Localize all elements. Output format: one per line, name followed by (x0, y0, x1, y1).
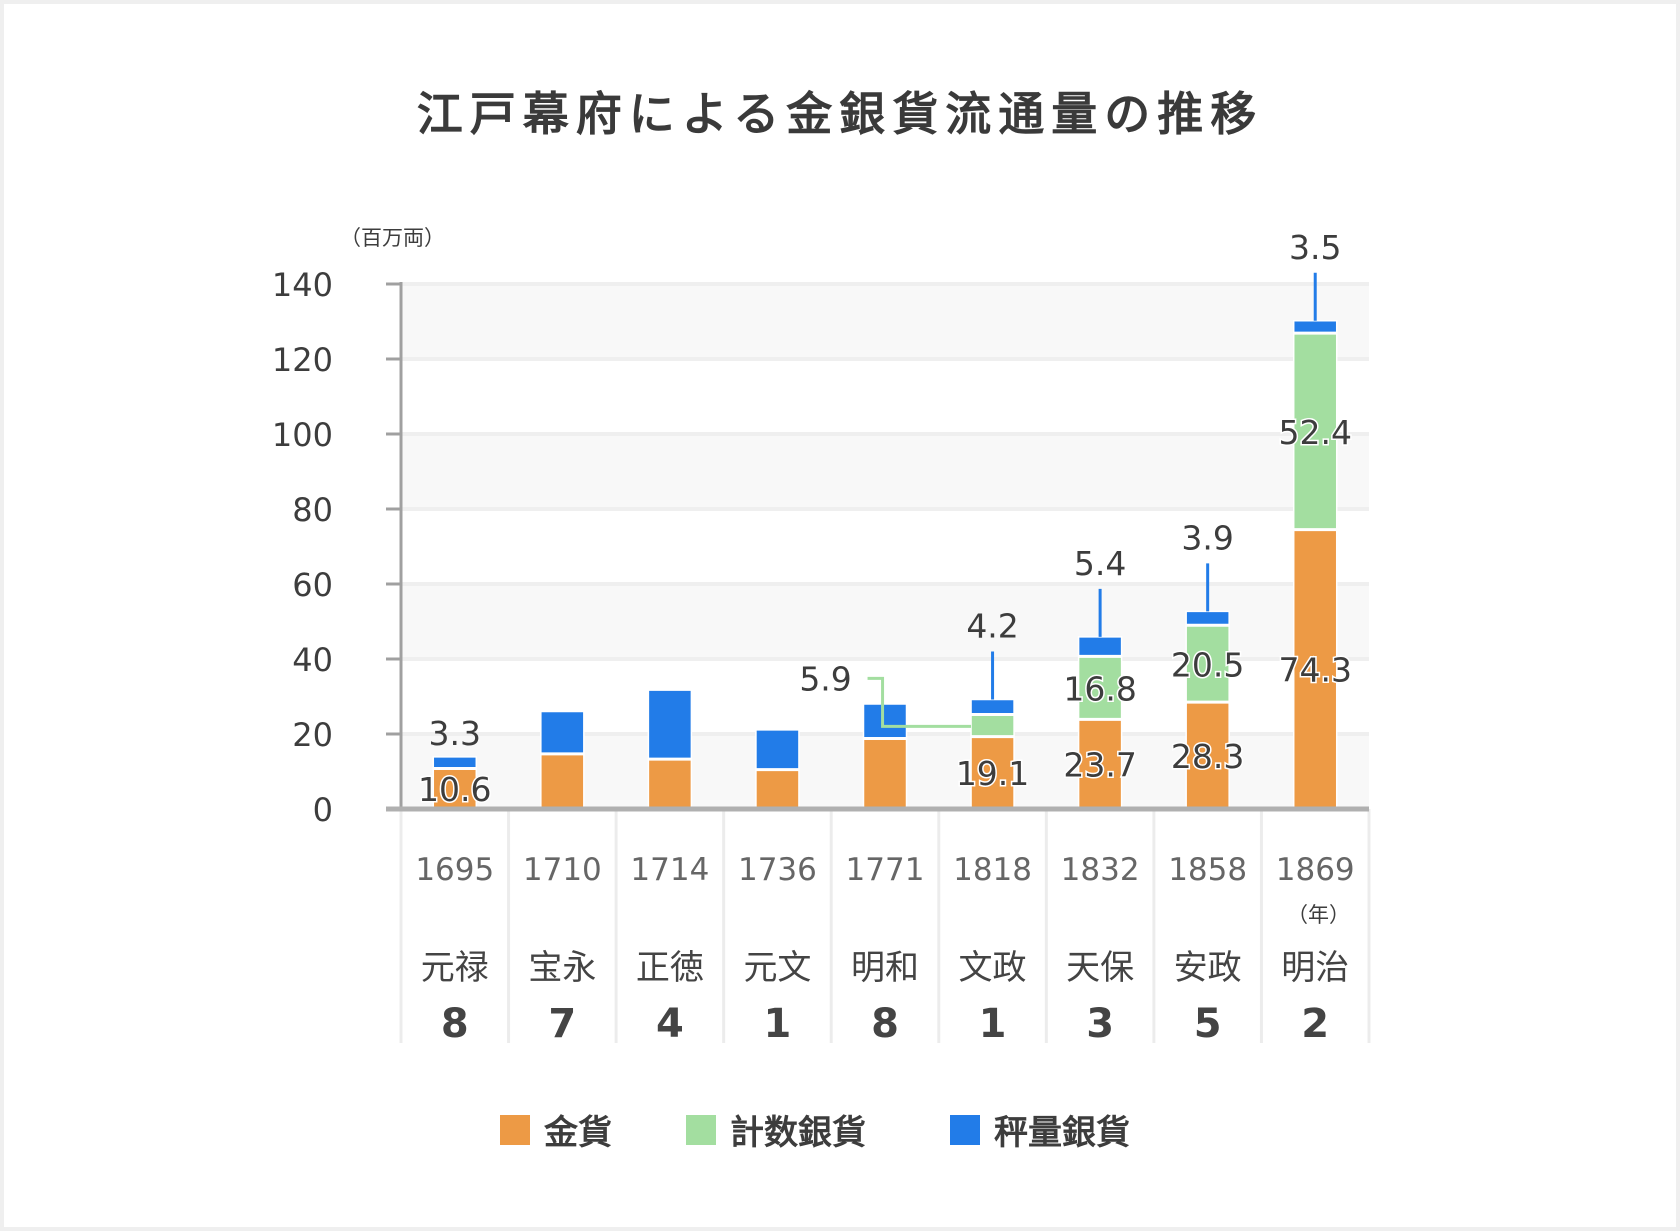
bar-segment-hyoryo-silver (970, 698, 1015, 715)
bar-segment-gold (755, 769, 800, 809)
bar-segment-keisu-silver (1185, 625, 1230, 703)
y-tick-label: 20 (292, 716, 333, 754)
legend-label: 計数銀貨 (730, 1113, 866, 1153)
callout-line (867, 676, 972, 728)
era-year-label: 3 (1086, 1001, 1114, 1047)
x-tick-label: 1736 (738, 852, 817, 888)
bar-segment-hyoryo-silver (540, 710, 585, 754)
y-axis-unit-label: （百万両） (340, 226, 445, 250)
x-tick-label: 1869 (1276, 852, 1355, 888)
bar-segment-keisu-silver (1292, 333, 1338, 530)
bar-segment-hyoryo-silver (1292, 320, 1338, 334)
data-label-gold: 74.3 (1278, 651, 1351, 690)
bar-segment-gold (862, 738, 908, 809)
y-tick-label: 0 (313, 791, 333, 829)
data-label-keisu-silver: 16.8 (1063, 670, 1136, 709)
y-tick-label: 60 (292, 566, 333, 604)
era-year-label: 2 (1301, 1001, 1329, 1047)
y-tick-label: 100 (272, 416, 333, 454)
bar-segment-hyoryo-silver (862, 703, 908, 739)
era-year-label: 7 (548, 1001, 576, 1047)
bar-segment-gold (540, 753, 585, 809)
x-tick-label: 1695 (415, 852, 494, 888)
bar-segment-hyoryo-silver (432, 756, 478, 769)
x-tick-label: 1858 (1168, 852, 1247, 888)
legend: 金貨 計数銀貨 秤量銀貨 (0, 1105, 1680, 1155)
data-label-keisu-silver: 20.5 (1171, 645, 1244, 684)
era-name-label: 文政 (959, 948, 1027, 988)
chart-title: 江戸幕府による金銀貨流通量の推移 (416, 87, 1264, 141)
era-name-label: 正徳 (636, 948, 704, 988)
x-tick-label: 1771 (846, 852, 925, 888)
era-name-label: 元禄 (421, 948, 489, 988)
era-year-label: 1 (979, 1001, 1007, 1047)
bar-segment-gold (432, 768, 478, 809)
data-label-gold: 19.1 (956, 754, 1029, 793)
data-label-hyoryo-silver: 3.9 (1181, 518, 1233, 557)
era-year-label: 8 (871, 1001, 899, 1047)
era-name-label: 元文 (743, 948, 811, 988)
bar-segment-hyoryo-silver (1185, 610, 1230, 626)
legend-item: 秤量銀貨 (950, 1105, 1130, 1154)
x-tick-label: 1818 (953, 852, 1032, 888)
grid-band (401, 284, 1369, 359)
legend-item: 計数銀貨 (686, 1105, 866, 1154)
era-name-label: 明和 (851, 948, 919, 988)
y-tick-label: 40 (292, 641, 333, 679)
bar-segment-hyoryo-silver (755, 729, 800, 770)
x-tick-label: 1832 (1061, 852, 1140, 888)
era-year-label: 4 (656, 1001, 684, 1047)
data-label-hyoryo-silver: 3.5 (1289, 228, 1341, 267)
x-tick-label: 1714 (630, 852, 709, 888)
data-label-keisu-silver: 5.9 (799, 659, 851, 698)
data-label-gold: 10.6 (418, 770, 491, 809)
legend-item: 金貨 (500, 1105, 612, 1154)
bar-segment-hyoryo-silver (647, 689, 693, 760)
era-name-label: 明治 (1281, 948, 1349, 988)
data-label-hyoryo-silver: 5.4 (1074, 544, 1126, 583)
legend-label: 秤量銀貨 (994, 1113, 1130, 1153)
bar-segment-hyoryo-silver (1077, 636, 1123, 657)
data-label-gold: 23.7 (1063, 746, 1136, 785)
x-axis-unit-label: （年） (1287, 903, 1350, 927)
data-label-gold: 28.3 (1171, 737, 1244, 776)
bar-segment-keisu-silver (970, 714, 1015, 737)
x-tick-label: 1710 (523, 852, 602, 888)
grid-band (401, 434, 1369, 509)
bar-segment-gold (647, 759, 693, 809)
y-tick-label: 120 (272, 341, 333, 379)
bar-segment-gold (1077, 719, 1123, 809)
y-tick-label: 80 (292, 491, 333, 529)
era-name-label: 安政 (1174, 948, 1242, 988)
legend-swatch (686, 1114, 716, 1145)
era-name-label: 天保 (1066, 948, 1134, 988)
data-label-keisu-silver: 52.4 (1278, 413, 1351, 452)
era-year-label: 5 (1194, 1001, 1222, 1047)
y-tick-label: 140 (272, 266, 333, 304)
bar-segment-keisu-silver (1077, 656, 1123, 720)
data-label-hyoryo-silver: 3.3 (429, 714, 481, 753)
legend-swatch (950, 1114, 980, 1145)
data-label-hyoryo-silver: 4.2 (966, 607, 1018, 646)
legend-label: 金貨 (544, 1113, 612, 1153)
era-name-label: 宝永 (528, 948, 596, 988)
era-year-label: 1 (764, 1001, 792, 1047)
legend-swatch (500, 1114, 530, 1145)
era-year-label: 8 (441, 1001, 469, 1047)
